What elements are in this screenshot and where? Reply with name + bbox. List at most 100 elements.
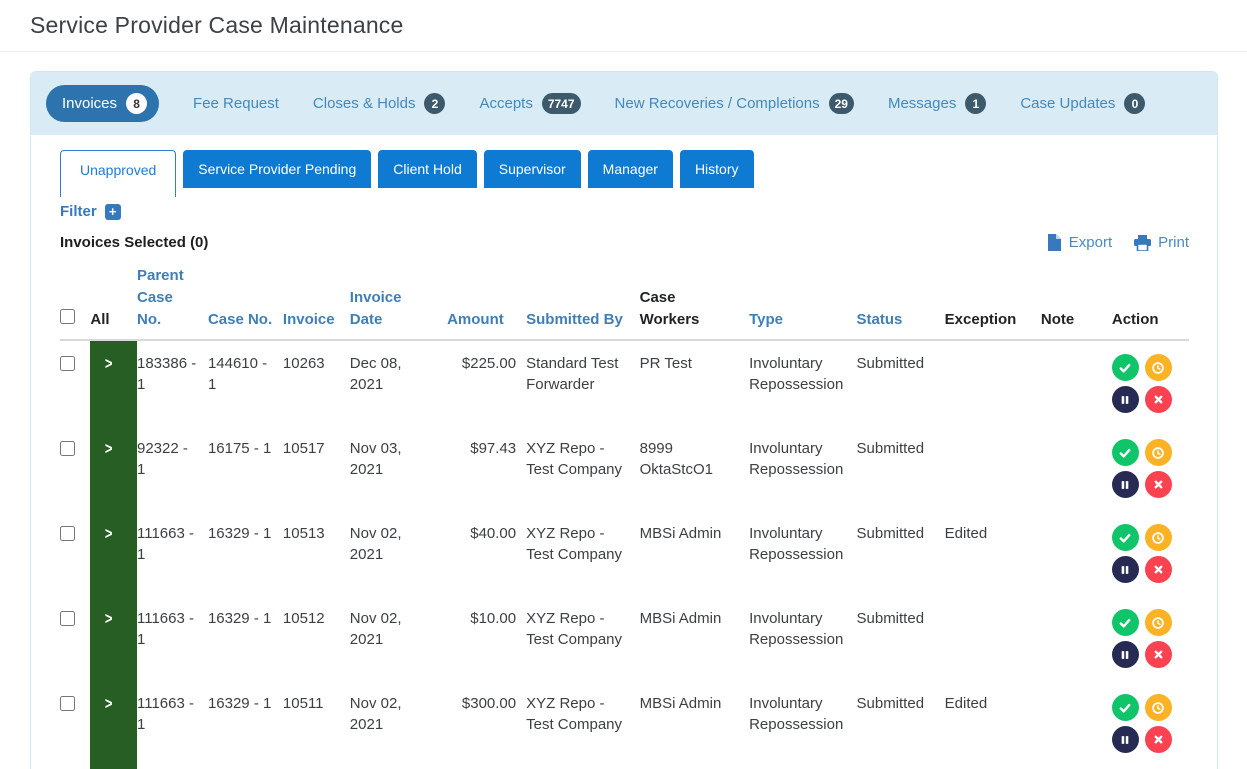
pending-action-button[interactable] [1144,354,1172,382]
cell-note [1041,340,1112,426]
clock-icon [1151,701,1165,715]
header-amount[interactable]: Amount [447,310,504,328]
cell-invoice[interactable]: 10517 [282,440,325,458]
select-all-checkbox[interactable] [60,308,75,324]
table-row: > 92322 - 1 16175 - 1 10517 Nov 03, 2021… [60,426,1189,512]
header-case-workers: Case Workers [639,288,700,328]
row-checkbox[interactable] [60,441,75,457]
tab-count-badge: 1 [965,93,987,114]
pending-action-button[interactable] [1144,524,1172,552]
approve-action-button[interactable] [1111,524,1139,552]
cell-case-workers: MBSi Admin [639,525,722,543]
hold-action-button[interactable] [1111,386,1139,414]
filter-toggle[interactable]: Filter + [60,203,121,220]
hold-action-button[interactable] [1111,471,1139,499]
header-status[interactable]: Status [856,310,903,328]
pending-action-button[interactable] [1144,694,1172,722]
tab-invoices[interactable]: Invoices 8 [46,85,160,122]
tab-messages[interactable]: Messages 1 [888,93,987,114]
reject-action-button[interactable] [1144,641,1172,669]
cell-invoice-date: Nov 02, 2021 [349,525,402,563]
subtab-client-hold[interactable]: Client Hold [378,150,477,188]
header-type[interactable]: Type [749,310,783,328]
approve-action-button[interactable] [1111,354,1139,382]
export-button[interactable]: Export [1047,234,1112,251]
pending-action-button[interactable] [1144,439,1172,467]
cell-parent-case-no[interactable]: 111663 - 1 [137,695,194,733]
tab-accepts[interactable]: Accepts 7747 [479,93,581,114]
cell-parent-case-no[interactable]: 183386 - 1 [137,355,197,393]
export-label: Export [1068,234,1113,251]
status-sub-tabs: Unapproved Service Provider Pending Clie… [60,150,1189,197]
row-checkbox[interactable] [60,526,75,542]
cell-note [1041,681,1112,766]
cell-amount: $300.00 [461,695,517,713]
tab-closes-holds[interactable]: Closes & Holds 2 [313,93,446,114]
expand-row-button[interactable]: > [90,340,137,427]
reject-action-button[interactable] [1144,726,1172,754]
header-parent-case-no[interactable]: Parent Case No. [137,267,184,328]
row-checkbox[interactable] [60,356,75,372]
table-header-row: All Parent Case No. Case No. Invoice Inv… [60,261,1189,341]
expand-row-button[interactable]: > [90,681,137,767]
cell-action [1111,426,1189,511]
header-case-no[interactable]: Case No. [207,310,273,328]
cell-invoice[interactable]: 10511 [282,695,324,713]
approve-action-button[interactable] [1111,439,1139,467]
cell-invoice[interactable]: 10263 [282,355,325,373]
tab-label: Fee Request [193,95,279,112]
tab-new-recoveries-completions[interactable]: New Recoveries / Completions 29 [615,93,854,114]
header-invoice-date[interactable]: Invoice Date [349,288,402,328]
approve-action-button[interactable] [1111,694,1139,722]
reject-action-button[interactable] [1144,386,1172,414]
file-icon [1047,234,1062,251]
hold-action-button[interactable] [1111,726,1139,754]
cell-case-workers: MBSi Admin [639,695,722,713]
print-button[interactable]: Print [1134,234,1189,251]
tab-case-updates[interactable]: Case Updates 0 [1020,93,1146,114]
expand-row-button[interactable]: > [90,426,137,512]
tab-fee-request[interactable]: Fee Request [193,95,279,112]
tab-label: New Recoveries / Completions [614,95,820,112]
subtab-history[interactable]: History [679,150,754,188]
cell-amount: $225.00 [461,355,517,373]
row-checkbox[interactable] [60,611,75,627]
cell-case-workers: 8999 OktaStcO1 [639,440,713,478]
header-submitted-by[interactable]: Submitted By [526,310,623,328]
pending-action-button[interactable] [1144,609,1172,637]
reject-action-button[interactable] [1144,556,1172,584]
cell-action [1111,596,1189,681]
cell-parent-case-no[interactable]: 111663 - 1 [137,610,194,648]
clock-icon [1151,616,1165,630]
cell-action [1111,340,1189,426]
cell-parent-case-no[interactable]: 111663 - 1 [137,525,194,563]
reject-action-button[interactable] [1144,471,1172,499]
table-row: > 111663 - 1 16329 - 1 10513 Nov 02, 202… [60,511,1189,597]
cell-invoice-date: Nov 02, 2021 [349,695,402,733]
expand-row-button[interactable]: > [90,596,137,682]
cell-invoice-date: Dec 08, 2021 [349,355,402,393]
expand-row-button[interactable]: > [90,766,137,769]
header-invoice[interactable]: Invoice [282,310,335,328]
tab-count-badge: 2 [424,93,446,114]
check-icon [1118,616,1132,630]
row-checkbox[interactable] [60,696,75,712]
page-title: Service Provider Case Maintenance [30,12,404,38]
chevron-right-icon: > [104,524,113,544]
cell-submitted-by: Standard Test Forwarder [526,355,619,393]
cell-type: Involuntary Repossession [749,695,844,733]
check-icon [1118,701,1132,715]
subtab-service-provider-pending[interactable]: Service Provider Pending [183,150,372,188]
cell-parent-case-no[interactable]: 92322 - 1 [137,440,188,478]
cell-invoice[interactable]: 10513 [282,525,325,543]
approve-action-button[interactable] [1111,609,1139,637]
cell-invoice[interactable]: 10512 [282,610,325,628]
cell-case-no: 16329 - 1 [207,610,272,628]
hold-action-button[interactable] [1111,556,1139,584]
hold-action-button[interactable] [1111,641,1139,669]
chevron-right-icon: > [104,439,113,459]
expand-row-button[interactable]: > [90,511,137,597]
subtab-unapproved[interactable]: Unapproved [60,150,177,197]
subtab-manager[interactable]: Manager [587,150,673,188]
subtab-supervisor[interactable]: Supervisor [483,150,581,188]
